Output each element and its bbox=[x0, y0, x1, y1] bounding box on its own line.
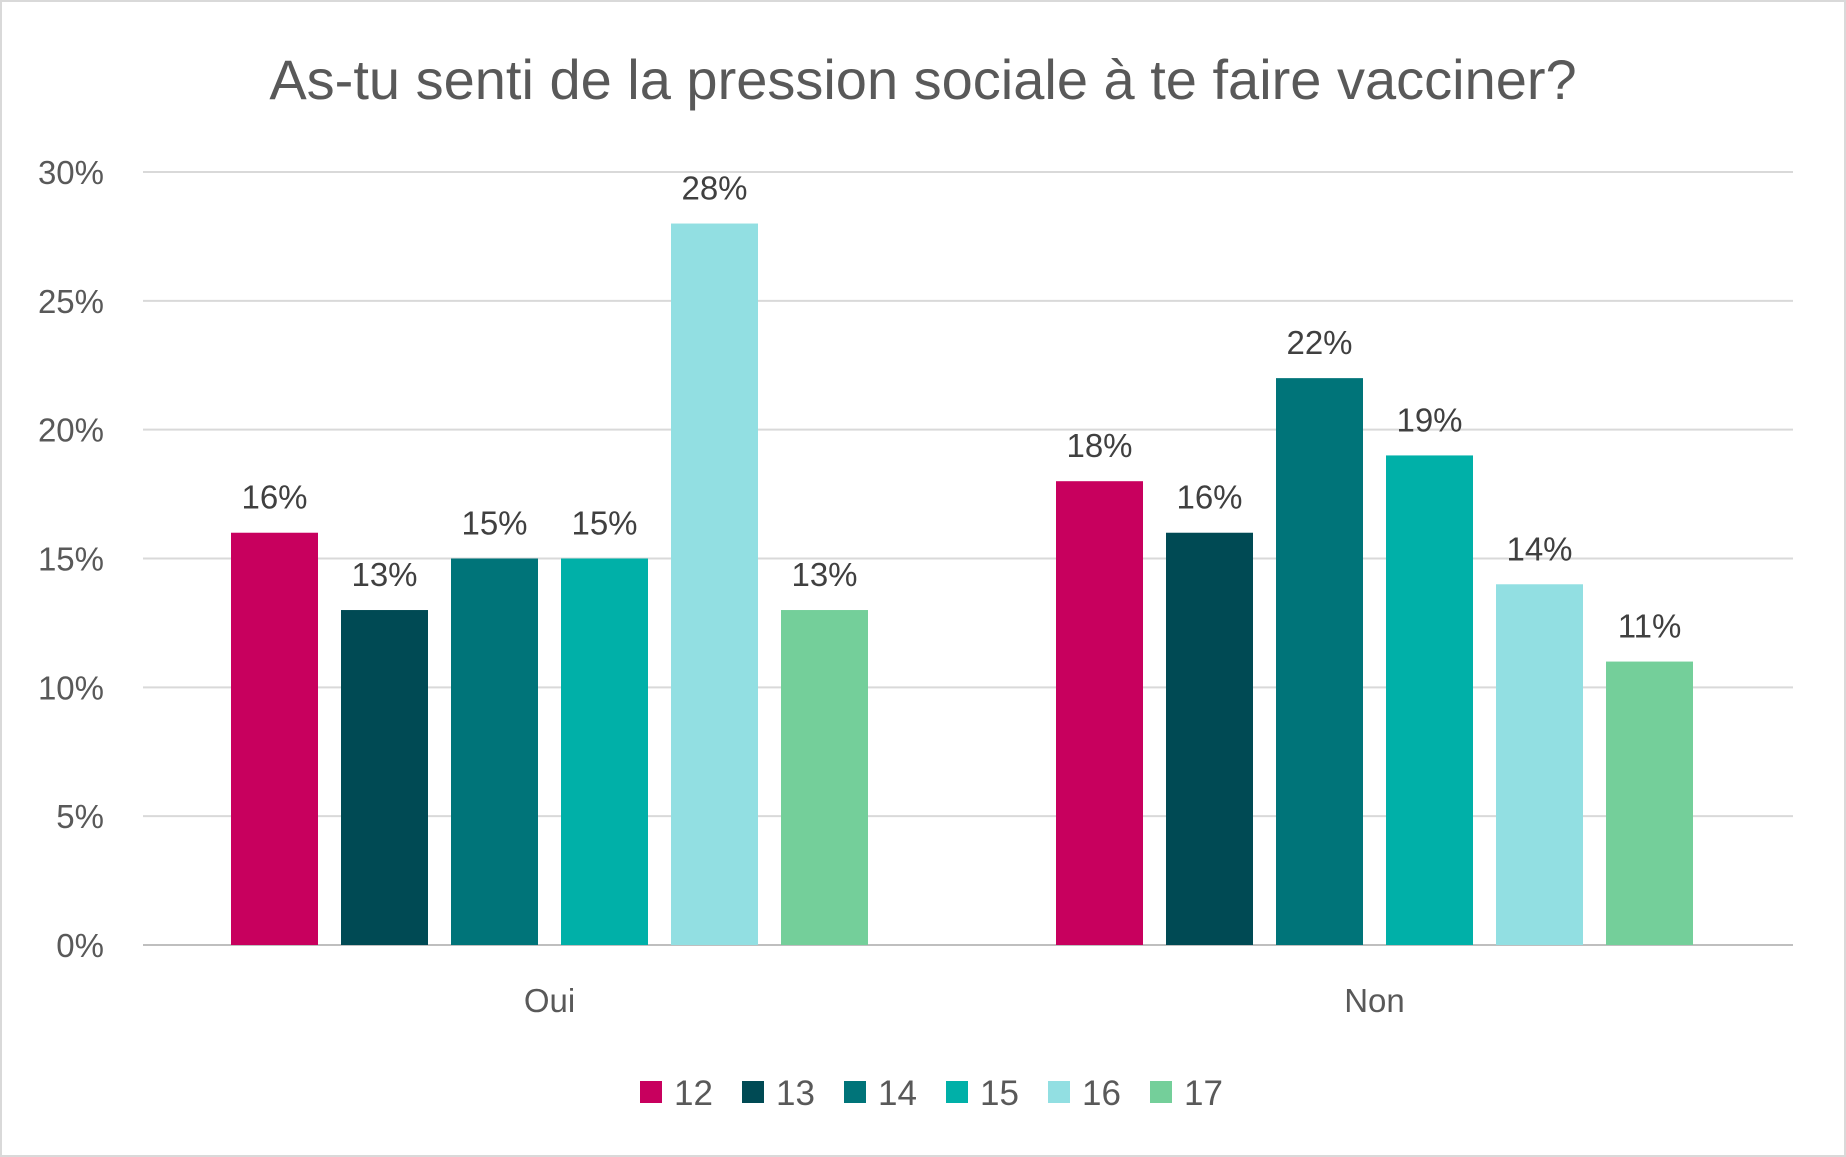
legend-swatch bbox=[1048, 1081, 1070, 1103]
category-label: Oui bbox=[524, 982, 575, 1019]
data-label-non-14: 22% bbox=[1286, 324, 1352, 361]
bar-non-16 bbox=[1496, 584, 1583, 945]
legend-swatch bbox=[1150, 1081, 1172, 1103]
legend-label: 14 bbox=[878, 1074, 917, 1113]
legend-item-16: 16 bbox=[1048, 1074, 1121, 1113]
y-tick-label: 15% bbox=[38, 541, 104, 578]
legend-swatch bbox=[844, 1081, 866, 1103]
legend-label: 15 bbox=[980, 1074, 1019, 1113]
data-label-oui-15: 15% bbox=[571, 505, 637, 542]
category-label: Non bbox=[1344, 982, 1405, 1019]
data-label-non-16: 14% bbox=[1506, 530, 1572, 567]
bar-non-12 bbox=[1056, 481, 1143, 945]
bar-non-13 bbox=[1166, 532, 1253, 945]
legend-swatch bbox=[742, 1081, 764, 1103]
bar-oui-16 bbox=[671, 223, 758, 946]
legend-swatch bbox=[640, 1081, 662, 1103]
bar-non-15 bbox=[1386, 455, 1473, 945]
bar-oui-13 bbox=[341, 610, 428, 945]
data-label-non-12: 18% bbox=[1066, 427, 1132, 464]
y-tick-label: 30% bbox=[38, 154, 104, 191]
y-axis-tick-labels: 0% 5% 10% 15% 20% 25% 30% bbox=[38, 154, 104, 964]
category-labels: Oui Non bbox=[524, 982, 1405, 1019]
legend-item-17: 17 bbox=[1150, 1074, 1223, 1113]
data-label-non-15: 19% bbox=[1396, 401, 1462, 438]
legend-label: 16 bbox=[1082, 1074, 1121, 1113]
bar-oui-15 bbox=[561, 558, 648, 945]
data-label-oui-13: 13% bbox=[351, 556, 417, 593]
bar-oui-17 bbox=[781, 610, 868, 945]
legend-item-15: 15 bbox=[946, 1074, 1019, 1113]
bar-oui-12 bbox=[231, 532, 318, 945]
data-label-oui-16: 28% bbox=[681, 170, 747, 207]
bar-non-14 bbox=[1276, 378, 1363, 946]
bar-non-17 bbox=[1606, 661, 1693, 945]
legend-label: 13 bbox=[776, 1074, 815, 1113]
y-tick-label: 0% bbox=[56, 927, 104, 964]
y-tick-label: 25% bbox=[38, 283, 104, 320]
y-tick-label: 20% bbox=[38, 412, 104, 449]
bar-oui-14 bbox=[451, 558, 538, 945]
data-label-oui-17: 13% bbox=[791, 556, 857, 593]
legend-item-14: 14 bbox=[844, 1074, 917, 1113]
chart-title: As-tu senti de la pression sociale à te … bbox=[269, 48, 1576, 111]
legend-swatch bbox=[946, 1081, 968, 1103]
legend-item-12: 12 bbox=[640, 1074, 713, 1113]
data-label-non-13: 16% bbox=[1176, 479, 1242, 516]
y-tick-label: 10% bbox=[38, 669, 104, 706]
legend-label: 12 bbox=[674, 1074, 713, 1113]
data-labels: 16% 13% 15% 15% 28% 13% 18% 16% 22% 19% 14% 11% bbox=[241, 170, 1681, 645]
legend: 12 13 14 15 16 17 bbox=[640, 1074, 1223, 1113]
data-label-oui-12: 16% bbox=[241, 479, 307, 516]
data-label-oui-14: 15% bbox=[461, 505, 527, 542]
legend-label: 17 bbox=[1184, 1074, 1223, 1113]
legend-item-13: 13 bbox=[742, 1074, 815, 1113]
bars bbox=[231, 223, 1693, 946]
y-tick-label: 5% bbox=[56, 798, 104, 835]
data-label-non-17: 11% bbox=[1618, 608, 1682, 645]
